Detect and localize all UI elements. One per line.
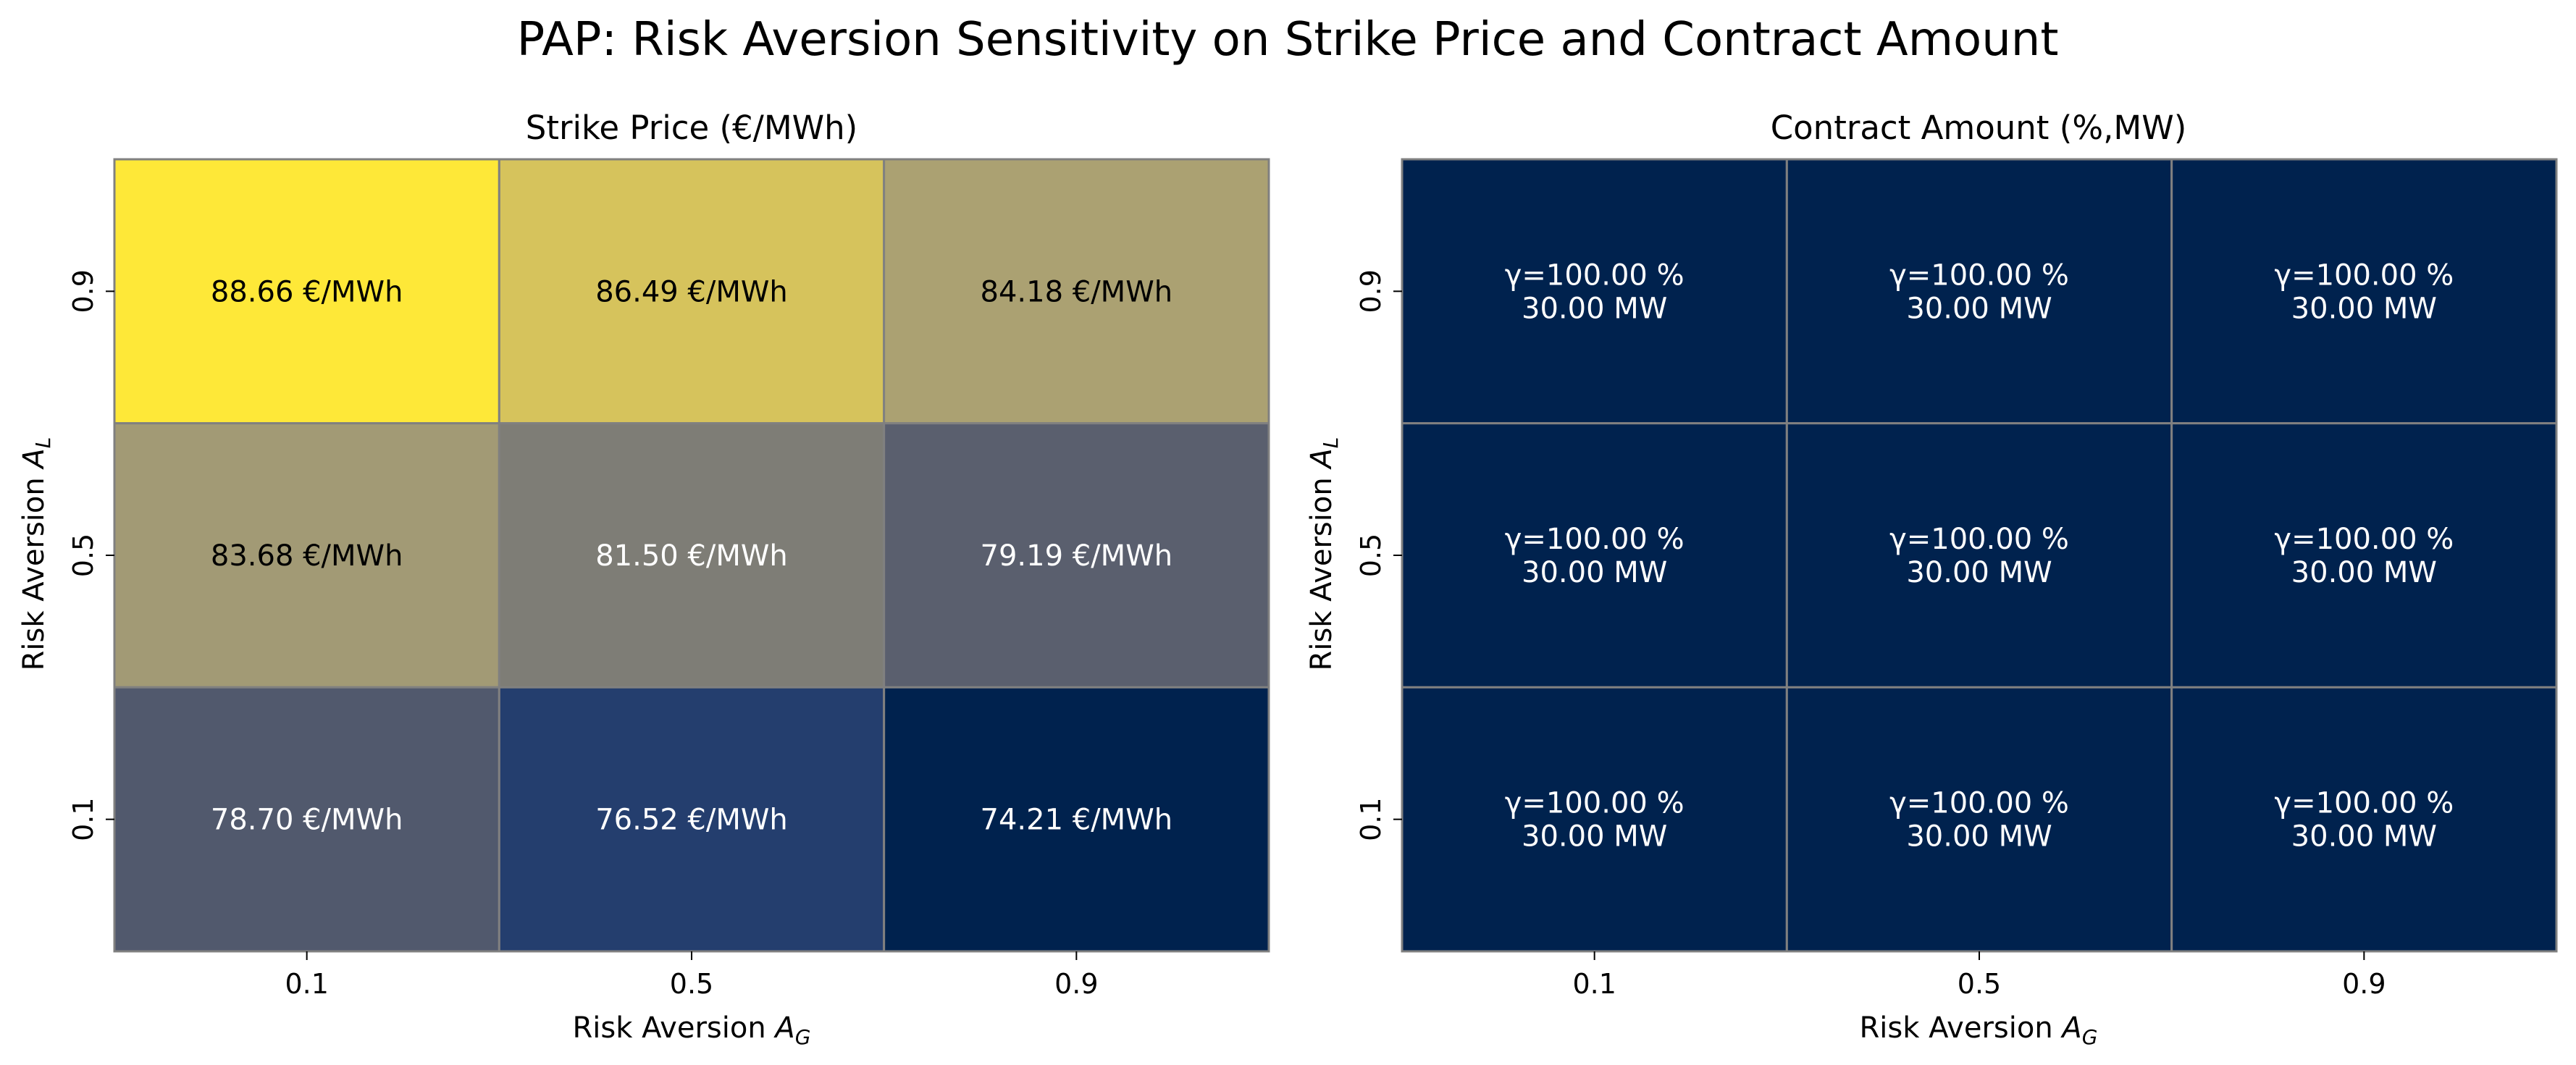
contract-amount-heatmap: Contract Amount (%,MW) γ=100.00 % 30.00 M…: [1305, 109, 2558, 1049]
strike-price-cell-label-r2-c0: 78.70 €/MWh: [211, 804, 403, 837]
strike-price-cell-label-r2-c2: 74.21 €/MWh: [981, 804, 1173, 837]
contract-amount-cell-label-r0-c1: γ=100.00 % 30.00 MW: [1889, 258, 2069, 325]
strike-price-cell-label-r1-c2: 79.19 €/MWh: [981, 539, 1173, 573]
strike-price-x-tick-label: 0.1: [285, 968, 328, 1000]
strike-price-cell-label-r1-c1: 81.50 €/MWh: [595, 539, 788, 573]
contract-amount-cell-label-r1-c0: γ=100.00 % 30.00 MW: [1505, 523, 1685, 589]
contract-amount-cell-r0-c0: [1401, 158, 1788, 425]
strike-price-x-ticks: 0.1 0.5 0.9: [285, 951, 1099, 1000]
contract-amount-cell-label-r2-c2: γ=100.00 % 30.00 MW: [2274, 787, 2454, 854]
contract-amount-x-tick-label: 0.5: [1958, 968, 2001, 1000]
strike-price-cell-r1-c0: [113, 422, 500, 689]
strike-price-y-tick-label: 0.5: [67, 534, 99, 577]
strike-price-cell-r2-c0: [113, 686, 500, 953]
strike-price-cell-label-r1-c0: 83.68 €/MWh: [211, 539, 403, 573]
strike-price-cell-label-r2-c1: 76.52 €/MWh: [595, 804, 788, 837]
contract-amount-cells: [1401, 158, 2558, 953]
strike-price-cell-label-r0-c2: 84.18 €/MWh: [981, 275, 1173, 308]
strike-price-cell-r0-c2: [883, 158, 1270, 425]
strike-price-x-axis-label: Risk Aversion AG: [573, 1011, 811, 1049]
strike-price-cell-r1-c2: [883, 422, 1270, 689]
contract-amount-cell-label-r0-c0: γ=100.00 % 30.00 MW: [1505, 258, 1685, 325]
strike-price-cell-r2-c1: [498, 686, 886, 953]
strike-price-cells: [113, 158, 1270, 953]
contract-amount-cell-labels: γ=100.00 % 30.00 MW γ=100.00 % 30.00 MW γ=10…: [1505, 258, 2454, 853]
contract-amount-y-tick-label: 0.1: [1355, 797, 1387, 841]
figure-suptitle: PAP: Risk Aversion Sensitivity on Strike…: [517, 13, 2059, 67]
contract-amount-y-tick-label: 0.5: [1355, 534, 1387, 577]
contract-amount-cell-r2-c0: [1401, 686, 1788, 953]
contract-amount-cell-r1-c2: [2170, 422, 2558, 689]
contract-amount-y-axis-label: Risk Aversion AL: [1305, 437, 1343, 671]
contract-amount-cell-r0-c2: [2170, 158, 2558, 425]
contract-amount-cell-r0-c1: [1785, 158, 2173, 425]
contract-amount-cell-r2-c1: [1785, 686, 2173, 953]
strike-price-cell-labels: 88.66 €/MWh 86.49 €/MWh 84.18 €/MWh 83.68 €…: [211, 275, 1172, 836]
contract-amount-cell-r1-c0: [1401, 422, 1788, 689]
strike-price-x-tick-label: 0.9: [1054, 968, 1098, 1000]
strike-price-y-tick-label: 0.1: [67, 797, 99, 841]
strike-price-y-ticks: 0.9 0.5 0.1: [67, 269, 114, 841]
strike-price-cell-r1-c1: [498, 422, 886, 689]
contract-amount-y-ticks: 0.9 0.5 0.1: [1355, 269, 1402, 841]
contract-amount-cell-label-r0-c2: γ=100.00 % 30.00 MW: [2274, 258, 2454, 325]
contract-amount-cell-label-r2-c0: γ=100.00 % 30.00 MW: [1505, 787, 1685, 854]
contract-amount-cell-label-r1-c1: γ=100.00 % 30.00 MW: [1889, 523, 2069, 589]
contract-amount-cell-r2-c2: [2170, 686, 2558, 953]
strike-price-y-tick-label: 0.9: [67, 269, 99, 313]
strike-price-cell-label-r0-c1: 86.49 €/MWh: [595, 275, 788, 308]
strike-price-cell-r0-c0: [113, 158, 500, 425]
strike-price-cell-label-r0-c0: 88.66 €/MWh: [211, 275, 403, 308]
strike-price-x-tick-label: 0.5: [670, 968, 713, 1000]
strike-price-y-axis-label: Risk Aversion AL: [17, 437, 55, 671]
contract-amount-x-tick-label: 0.9: [2342, 968, 2386, 1000]
contract-amount-y-tick-label: 0.9: [1355, 269, 1387, 313]
contract-amount-cell-label-r1-c2: γ=100.00 % 30.00 MW: [2274, 523, 2454, 589]
contract-amount-x-axis-label: Risk Aversion AG: [1860, 1011, 2098, 1049]
contract-amount-x-tick-label: 0.1: [1572, 968, 1616, 1000]
contract-amount-title: Contract Amount (%,MW): [1771, 109, 2187, 147]
contract-amount-cell-label-r2-c1: γ=100.00 % 30.00 MW: [1889, 787, 2069, 854]
contract-amount-x-ticks: 0.1 0.5 0.9: [1572, 951, 2386, 1000]
strike-price-cell-r0-c1: [498, 158, 886, 425]
strike-price-heatmap: Strike Price (€/MWh) 88.66 €/MWh 86.49 €/…: [17, 109, 1270, 1049]
contract-amount-cell-r1-c1: [1785, 422, 2173, 689]
strike-price-title: Strike Price (€/MWh): [526, 109, 857, 147]
